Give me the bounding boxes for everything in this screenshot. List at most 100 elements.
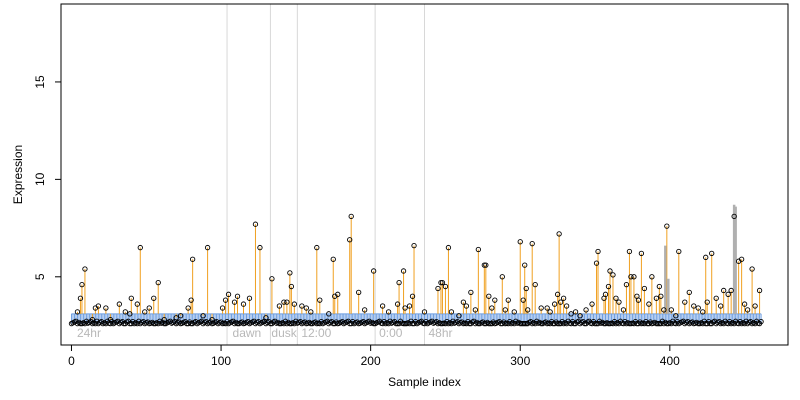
point-424 [703,254,709,260]
baseline-point-117 [610,320,616,327]
point-55 [151,295,157,301]
annotation-label-2: dusk [271,326,297,340]
point-314 [538,305,544,311]
point-14 [89,317,96,323]
baseline-point-120 [620,320,627,327]
point-101 [219,305,226,311]
point-381 [638,250,645,257]
baseline-point-54 [347,320,353,327]
point-410 [682,299,688,305]
baseline-point-129 [646,320,652,327]
point-245 [435,285,441,292]
point-393 [656,283,663,290]
point-334 [568,311,574,317]
point-147 [288,283,295,290]
baseline-point-84 [489,320,495,327]
point-217 [393,320,399,327]
x-axis: 0 100 200 300 400 [68,344,680,368]
baseline-point-137 [673,320,679,327]
baseline-point-53 [335,320,341,327]
point-192 [356,289,362,296]
point-270 [472,307,479,313]
baseline-point-13 [134,320,140,327]
baseline-point-118 [613,320,619,327]
point-134 [269,276,275,282]
point-348 [589,301,595,307]
point-406 [676,248,682,255]
baseline-point-108 [577,320,583,327]
point-126 [257,244,263,251]
point-52 [146,305,152,311]
point-448 [738,256,745,262]
baseline-point-134 [661,320,667,327]
point-123 [252,221,259,227]
point-160 [308,309,314,315]
point-327 [557,299,564,305]
point-436 [721,287,727,294]
point-267 [468,289,474,296]
point-9 [82,266,88,272]
x-tick-label-3: 300 [510,354,530,368]
point-394 [658,293,664,299]
baseline-point-6 [95,320,102,327]
point-305 [525,307,531,313]
baseline-point-89 [511,320,517,327]
point-279 [486,293,492,299]
point-296 [511,309,517,315]
baseline-point-49 [317,320,323,327]
baseline-point-9 [116,320,122,327]
point-392 [655,320,661,327]
baseline-point-133 [658,320,664,327]
baseline-point-31 [231,320,238,327]
baseline-point-2 [79,320,85,327]
point-362 [610,272,616,278]
point-331 [563,303,570,309]
point-250 [442,283,449,290]
point-40 [128,295,134,301]
point-36 [122,309,128,315]
baseline-point-67 [411,320,417,327]
point-88 [200,313,206,319]
point-109 [231,299,238,305]
baseline-point-3 [82,320,88,327]
baseline-point-154 [738,320,745,327]
point-252 [445,244,452,251]
point-172 [326,311,332,317]
point-254 [448,309,455,315]
baseline-point-21 [178,320,184,327]
point-336 [571,320,577,327]
point-441 [728,287,734,294]
point-302 [520,297,526,303]
baseline-point-103 [557,320,564,327]
baseline-point-43 [288,320,295,327]
point-455 [749,266,755,272]
point-388 [649,274,655,280]
baseline-point-157 [749,320,755,327]
point-178 [335,291,341,297]
point-359 [605,283,612,290]
baseline-point-59 [379,320,386,327]
point-142 [281,299,287,305]
baseline-point-32 [234,320,241,327]
baseline-point-72 [442,320,449,327]
point-325 [554,291,561,297]
annotation-label-3: 12:00 [301,326,331,340]
point-329 [560,295,567,301]
baseline-point-40 [281,320,287,327]
point-351 [593,260,600,266]
baseline-point-5 [92,320,99,327]
annotation-labels: 24hr dawn dusk 12:00 0:00 48hr [77,326,453,340]
point-146 [287,270,293,276]
point-452 [744,307,751,313]
point-115 [240,301,247,307]
point-276 [481,262,487,268]
point-4 [74,309,81,315]
baseline-point-71 [439,320,446,327]
point-371 [623,281,630,288]
point-323 [551,301,558,307]
point-443 [731,213,737,220]
point-73 [178,313,184,319]
gray-spikes [664,204,737,314]
x-axis-label: Sample index [388,375,461,389]
baseline-point-148 [718,320,724,327]
